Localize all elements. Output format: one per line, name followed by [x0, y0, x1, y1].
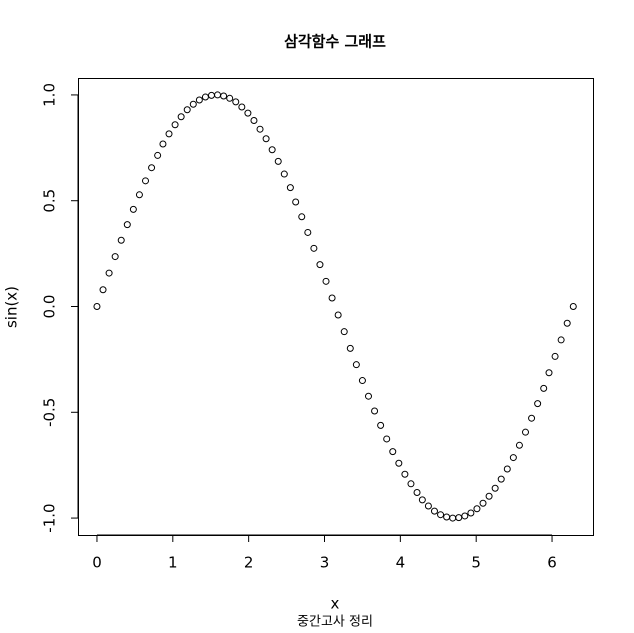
point	[183, 106, 191, 114]
point	[280, 170, 288, 178]
point	[298, 213, 306, 221]
point	[401, 470, 409, 478]
point	[238, 103, 246, 111]
subtitle: 중간고사 정리	[297, 615, 373, 630]
point	[346, 344, 354, 352]
point	[232, 98, 240, 106]
point	[503, 465, 511, 473]
y-axis-label: sin(x)	[3, 286, 21, 328]
point	[407, 480, 415, 488]
point	[262, 135, 270, 143]
x-axis-label: x	[331, 595, 340, 613]
y-tick-label: -0.5	[41, 398, 59, 427]
point	[437, 511, 445, 519]
point	[491, 484, 499, 492]
point	[461, 512, 469, 520]
point	[521, 428, 529, 436]
point	[509, 454, 517, 462]
point	[515, 441, 523, 449]
point	[322, 277, 330, 285]
x-tick-label: 5	[471, 554, 481, 572]
point	[395, 459, 403, 467]
point	[389, 448, 397, 456]
point	[352, 361, 360, 369]
point	[485, 492, 493, 500]
y-tick-label: -1.0	[41, 503, 59, 532]
point	[286, 184, 294, 192]
point	[304, 228, 312, 236]
point	[171, 121, 179, 129]
point	[334, 311, 342, 319]
point	[142, 177, 150, 185]
y-tick-label: 1.0	[41, 83, 59, 107]
point	[340, 328, 348, 336]
point	[99, 286, 107, 294]
x-tick-label: 3	[320, 554, 330, 572]
x-tick-label: 0	[92, 554, 102, 572]
x-tick-label: 6	[547, 554, 557, 572]
point	[256, 125, 264, 133]
point	[455, 514, 463, 522]
point	[195, 96, 203, 104]
point	[328, 294, 336, 302]
point	[497, 475, 505, 483]
point	[358, 377, 366, 385]
point	[105, 269, 113, 277]
point	[540, 384, 548, 392]
point	[424, 502, 432, 510]
point	[557, 336, 565, 344]
point	[551, 352, 559, 360]
point	[479, 499, 487, 507]
point	[268, 146, 276, 154]
point	[310, 244, 318, 252]
point	[93, 303, 101, 310]
y-tick-label: 0.5	[41, 189, 59, 213]
chart-title: 삼각함수 그래프	[284, 33, 386, 51]
point	[418, 496, 426, 504]
point	[528, 414, 536, 422]
point	[274, 157, 282, 165]
point	[135, 191, 143, 199]
point	[364, 392, 372, 400]
point	[201, 93, 209, 101]
x-tick-label: 2	[244, 554, 254, 572]
point	[292, 198, 300, 206]
point	[563, 319, 571, 327]
point	[189, 100, 197, 108]
point	[220, 92, 228, 100]
point	[467, 509, 475, 517]
point	[430, 507, 438, 515]
point	[165, 130, 173, 138]
x-tick-label: 1	[168, 554, 178, 572]
point	[473, 505, 481, 513]
point	[534, 400, 542, 408]
point	[111, 253, 119, 261]
point	[569, 303, 577, 310]
point	[148, 164, 156, 172]
point	[226, 94, 234, 102]
point	[123, 221, 131, 229]
point	[413, 488, 421, 496]
point	[545, 369, 553, 377]
point	[117, 236, 125, 244]
point	[250, 117, 258, 125]
point	[244, 109, 252, 117]
point	[159, 140, 167, 148]
y-tick-label: 0.0	[41, 295, 59, 319]
point	[154, 151, 162, 159]
point	[383, 435, 391, 443]
point	[177, 113, 185, 121]
point	[316, 261, 324, 269]
x-tick-label: 4	[396, 554, 406, 572]
point	[129, 205, 137, 213]
point	[371, 407, 379, 415]
point	[377, 421, 385, 429]
